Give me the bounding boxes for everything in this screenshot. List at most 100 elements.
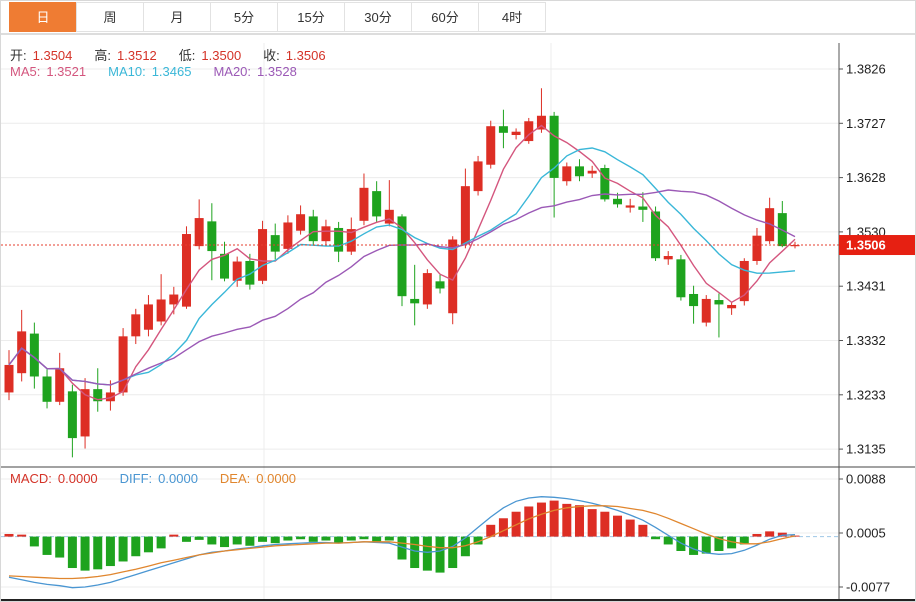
tab-60min[interactable]: 60分 — [411, 2, 479, 32]
close-label: 收: — [263, 48, 280, 63]
candle-body — [714, 300, 724, 305]
macd-bar — [29, 536, 39, 547]
candle-body — [587, 170, 597, 174]
candle-body — [448, 239, 458, 314]
macd-bar — [105, 536, 115, 567]
candle-body — [131, 314, 141, 337]
ma10-value: 1.3465 — [151, 64, 192, 79]
open-label: 开: — [10, 48, 27, 63]
macd-bar — [4, 533, 14, 537]
diff-line — [8, 496, 796, 589]
candle-body — [80, 389, 90, 437]
tab-day[interactable]: 日 — [9, 2, 77, 32]
candle-body — [207, 221, 217, 252]
macd-bar — [587, 509, 597, 537]
candle-body — [600, 168, 610, 200]
candle-body — [181, 234, 191, 307]
candle-body — [220, 253, 230, 279]
candle-body — [397, 216, 407, 297]
macd-bar — [689, 536, 699, 555]
low-readout: 低: 1.3500 — [179, 48, 247, 63]
macd-bar — [524, 506, 534, 537]
tab-5min[interactable]: 5分 — [210, 2, 278, 32]
candle-body — [17, 331, 27, 374]
macd-bar — [169, 534, 179, 537]
macd-bar — [549, 500, 559, 537]
candle-body — [676, 259, 686, 298]
candle-body — [498, 126, 508, 133]
macd-bar — [727, 536, 737, 549]
candle-body — [283, 222, 293, 249]
tab-30min[interactable]: 30分 — [344, 2, 412, 32]
dea-value: 0.0000 — [256, 471, 297, 486]
macd-bar — [143, 536, 153, 553]
price-axis-tick: 1.3332 — [846, 333, 886, 348]
close-readout: 收: 1.3506 — [263, 48, 331, 63]
candle-body — [359, 187, 369, 221]
macd-bar — [638, 524, 648, 537]
macd-bar — [752, 533, 762, 537]
macd-bar — [156, 536, 166, 549]
candle-body — [105, 392, 115, 402]
candle-body — [663, 256, 673, 260]
macd-bar — [422, 536, 432, 571]
ma5-readout: MA5: 1.3521 — [10, 64, 92, 79]
candle-body — [625, 205, 635, 208]
macd-bar — [536, 502, 546, 537]
macd-bar — [245, 536, 255, 546]
macd-bar — [714, 536, 724, 551]
candle-body — [549, 115, 559, 178]
candle-body — [486, 126, 496, 165]
candle-body — [245, 260, 255, 285]
ma-legend: MA5: 1.3521 MA10: 1.3465 MA20: 1.3528 — [10, 64, 319, 79]
candle-body — [308, 216, 318, 242]
price-axis-tick: 1.3826 — [846, 62, 886, 77]
tab-week[interactable]: 周 — [76, 2, 144, 32]
ma5-label: MA5: — [10, 64, 41, 79]
macd-bar — [600, 511, 610, 537]
macd-legend: MACD: 0.0000 DIFF: 0.0000 DEA: 0.0000 — [10, 471, 318, 486]
macd-bar — [435, 536, 445, 573]
dea-readout: DEA: 0.0000 — [220, 471, 302, 486]
macd-bar — [765, 531, 775, 537]
macd-bar — [321, 536, 331, 541]
macd-bar — [359, 536, 369, 540]
candle-body — [562, 166, 572, 182]
candle-body — [638, 206, 648, 210]
macd-bar — [701, 536, 711, 554]
candle-body — [651, 211, 661, 259]
macd-axis-tick: 0.0005 — [846, 526, 886, 541]
macd-axis-tick: -0.0077 — [846, 580, 890, 595]
candle-body — [384, 209, 394, 224]
high-label: 高: — [94, 48, 112, 63]
macd-histogram — [4, 500, 800, 573]
tab-4hour[interactable]: 4时 — [478, 2, 546, 32]
candle-body — [727, 304, 737, 309]
dea-label: DEA: — [219, 471, 251, 486]
ma20-value: 1.3528 — [257, 64, 297, 79]
tab-15min[interactable]: 15分 — [277, 2, 345, 32]
macd-bar — [232, 536, 242, 545]
candle-body — [346, 229, 356, 252]
macd-bar — [296, 536, 306, 540]
ma5-value: 1.3521 — [46, 64, 87, 79]
macd-bar — [17, 534, 27, 537]
tab-month[interactable]: 月 — [143, 2, 211, 32]
macd-bar — [131, 536, 141, 557]
macd-bar — [498, 518, 508, 537]
macd-bar — [283, 536, 293, 541]
macd-axis: 0.0088 0.0005 -0.0077 — [839, 472, 890, 595]
candle-body — [334, 227, 344, 252]
candle-body — [93, 389, 103, 402]
macd-bar — [613, 515, 623, 537]
price-axis-tick: 1.3233 — [846, 387, 886, 402]
price-axis-tick: 1.3431 — [846, 279, 886, 294]
candle-body — [410, 298, 420, 304]
macd-bar — [207, 536, 217, 545]
macd-bar — [80, 536, 90, 571]
dea-line — [8, 505, 796, 580]
candle-body — [4, 364, 14, 393]
candle-body — [473, 161, 483, 192]
